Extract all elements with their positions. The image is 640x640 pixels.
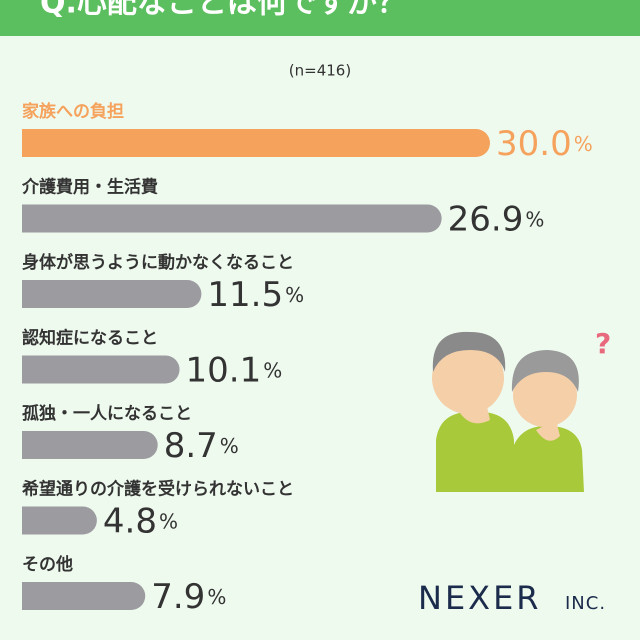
illustration: ?: [432, 327, 611, 492]
bar: [22, 280, 202, 308]
logo-name: NEXER: [418, 579, 542, 617]
category-label: 家族への負担: [22, 101, 124, 122]
bar: [22, 506, 97, 535]
category-label: 介護費用・生活費: [21, 177, 158, 198]
bar: [22, 582, 146, 610]
bar: [22, 431, 158, 459]
value-label: 8.7%: [164, 426, 239, 466]
category-label: 希望通りの介護を受けられないこと: [22, 479, 294, 500]
svg-text:?: ?: [595, 327, 611, 360]
value-label: 26.9%: [448, 199, 545, 239]
category-label: 身体が思うように動かなくなること: [22, 252, 294, 273]
category-label: 孤独・一人になること: [22, 403, 192, 424]
bar: [22, 204, 442, 233]
sample-size: (n=416): [289, 62, 351, 80]
chart-title: Q.心配なことは何ですか？: [40, 0, 407, 21]
value-label: 10.1%: [186, 350, 283, 390]
value-label: 7.9%: [151, 577, 226, 617]
category-label: その他: [22, 554, 73, 575]
bar: [22, 129, 490, 157]
header-band: [0, 0, 640, 36]
logo-suffix: INC.: [565, 593, 606, 614]
value-label: 30.0%: [496, 124, 593, 164]
bar: [22, 355, 180, 384]
category-label: 認知症になること: [22, 328, 158, 349]
value-label: 11.5%: [207, 275, 304, 315]
value-label: 4.8%: [103, 501, 178, 541]
